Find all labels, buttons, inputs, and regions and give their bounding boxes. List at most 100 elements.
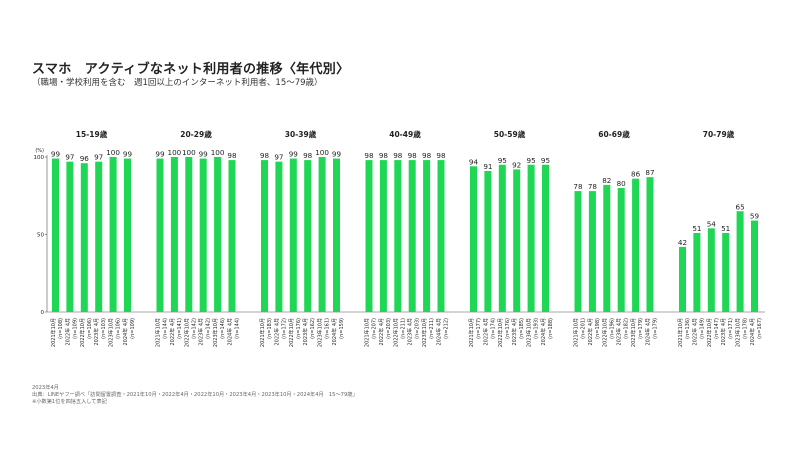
bar — [304, 160, 312, 312]
sample-size-label: (n=203) — [415, 318, 421, 339]
data-label: 100 — [106, 148, 120, 157]
data-label: 96 — [80, 154, 90, 163]
bar — [333, 158, 340, 312]
data-label: 98 — [303, 151, 313, 160]
sample-size-label: (n=178) — [743, 318, 749, 339]
sample-size-label: (n=109) — [130, 318, 136, 339]
group-label: 20-29歳 — [180, 129, 212, 139]
data-label: 94 — [469, 157, 479, 166]
sample-size-label: (n=144) — [163, 318, 169, 339]
group-label: 60-69歳 — [598, 129, 630, 139]
bar — [394, 160, 402, 312]
data-label: 98 — [422, 151, 432, 160]
sample-size-label: (n=182) — [624, 318, 630, 339]
x-tick-label: 2021年10月 — [677, 318, 684, 347]
data-label: 91 — [483, 162, 492, 171]
x-tick-label: 2024年 4月 — [122, 318, 129, 346]
bar — [527, 164, 535, 312]
x-tick-label: 2022年 4月 — [587, 318, 594, 346]
data-label: 98 — [227, 151, 237, 160]
sample-size-label: (n=203) — [386, 318, 392, 339]
data-label: 98 — [364, 151, 374, 160]
bar — [52, 158, 59, 312]
bar — [736, 211, 744, 312]
x-tick-label: 2022年10月 — [288, 318, 295, 347]
sample-size-label: (n=176) — [296, 318, 302, 339]
bar — [707, 228, 715, 312]
sample-size-label: (n=188) — [548, 318, 554, 339]
footnote-date: 2023年4月 — [32, 385, 59, 391]
x-tick-label: 2023年10月 — [317, 318, 324, 347]
bar — [498, 164, 506, 312]
x-tick-label: 2022年10月 — [79, 318, 86, 347]
data-label: 99 — [123, 150, 133, 159]
bar — [693, 232, 701, 312]
data-label: 98 — [393, 151, 403, 160]
x-tick-label: 2022年10月 — [392, 318, 399, 347]
data-label: 98 — [379, 151, 389, 160]
data-label: 87 — [645, 168, 654, 177]
x-tick-label: 2022年10月 — [183, 318, 190, 347]
sample-size-label: (n=141) — [177, 318, 183, 339]
data-label: 99 — [332, 150, 342, 159]
sample-size-label: (n=212) — [444, 318, 450, 339]
sample-size-label: (n=149) — [699, 318, 705, 339]
sample-size-label: (n=171) — [728, 318, 734, 339]
sample-size-label: (n=159) — [339, 318, 345, 339]
y-tick-label: 50 — [37, 233, 44, 239]
x-tick-label: 2022年 4月 — [273, 318, 280, 346]
sample-size-label: (n=147) — [714, 318, 720, 339]
bar — [632, 178, 640, 312]
bar — [95, 161, 103, 312]
bar — [80, 163, 88, 312]
bar — [214, 157, 222, 312]
sample-size-label: (n=176) — [505, 318, 511, 339]
x-tick-label: 2024年 4月 — [436, 318, 443, 346]
bar — [574, 191, 582, 312]
x-tick-label: 2021年10月 — [573, 318, 580, 347]
data-label: 100 — [315, 148, 329, 157]
x-tick-label: 2021年10月 — [259, 318, 266, 347]
bar — [124, 158, 131, 312]
bar — [542, 164, 549, 312]
chart-title: スマホ アクティブなネット利用者の推移〈年代別〉 — [32, 62, 350, 77]
sample-size-label: (n=108) — [58, 318, 64, 339]
data-label: 99 — [51, 150, 61, 159]
data-label: 51 — [692, 224, 701, 233]
x-tick-label: 2022年 4月 — [169, 318, 176, 346]
bar — [751, 220, 758, 312]
bar — [275, 161, 283, 312]
y-tick-label: 100 — [34, 155, 45, 161]
x-tick-label: 2023年 4月 — [720, 318, 727, 346]
sample-size-label: (n=142) — [206, 318, 212, 339]
bar — [199, 158, 207, 312]
x-tick-label: 2023年10月 — [108, 318, 115, 347]
bar — [646, 177, 654, 312]
sample-size-label: (n=211) — [400, 318, 406, 339]
sample-size-label: (n=167) — [757, 318, 763, 339]
data-label: 99 — [199, 150, 209, 159]
bar — [261, 160, 268, 312]
bar — [185, 157, 193, 312]
bar — [470, 166, 477, 312]
x-tick-label: 2024年 4月 — [331, 318, 338, 346]
data-label: 80 — [617, 179, 627, 188]
x-tick-label: 2024年 4月 — [749, 318, 756, 346]
footnotes: 2023年4月 出典：LINEヤフー調べ「訪問留置調査・2021年10月・202… — [32, 385, 358, 406]
bar — [513, 169, 521, 312]
data-label: 97 — [94, 153, 103, 162]
data-label: 51 — [721, 224, 730, 233]
x-tick-label: 2021年10月 — [364, 318, 371, 347]
sample-size-label: (n=103) — [101, 318, 107, 339]
x-tick-label: 2023年10月 — [735, 318, 742, 347]
bar — [379, 160, 387, 312]
y-unit-label: (%) — [35, 148, 44, 154]
x-tick-label: 2023年 4月 — [616, 318, 623, 346]
x-tick-label: 2023年 4月 — [407, 318, 414, 346]
sample-size-label: (n=211) — [429, 318, 435, 339]
bar — [603, 184, 611, 312]
data-label: 82 — [602, 176, 611, 185]
data-label: 59 — [750, 212, 760, 221]
x-tick-label: 2024年 4月 — [540, 318, 547, 346]
x-tick-label: 2023年10月 — [630, 318, 637, 347]
